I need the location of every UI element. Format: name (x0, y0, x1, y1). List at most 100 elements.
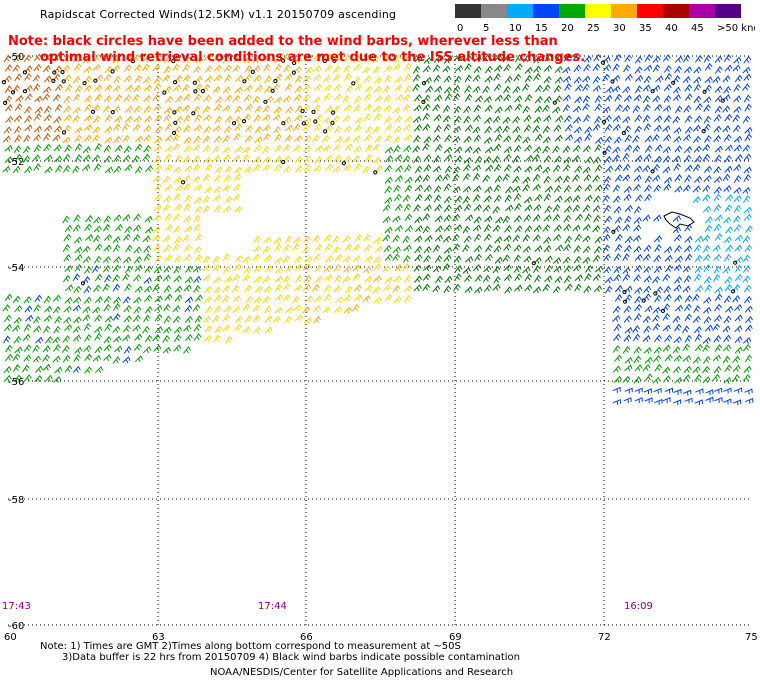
wind-barb (513, 265, 522, 273)
wind-barb (293, 65, 302, 73)
wind-barb (153, 204, 162, 212)
wind-barb (134, 333, 143, 341)
wind-barb (592, 174, 601, 183)
wind-barb (403, 73, 412, 82)
wind-barb (82, 56, 91, 64)
wind-barb (654, 244, 662, 253)
wind-barb (514, 63, 523, 71)
wind-barb (742, 144, 751, 152)
wind-barb (732, 124, 741, 133)
wind-barb (673, 135, 682, 143)
wind-barb (232, 193, 241, 202)
wind-barb (142, 76, 152, 84)
wind-barb (624, 364, 633, 372)
wind-barb (183, 215, 192, 223)
wind-barb (134, 343, 142, 351)
scale-swatch (507, 4, 533, 18)
wind-barb (372, 156, 381, 164)
wind-barb (443, 285, 452, 293)
wind-barb (604, 145, 612, 154)
wind-barb (664, 72, 673, 81)
wind-barb (392, 63, 401, 71)
wind-barb (372, 55, 380, 64)
wind-barb (734, 273, 743, 282)
wind-barb (132, 53, 141, 62)
wind-barb (195, 294, 203, 302)
wind-barb (463, 135, 472, 143)
wind-barb (742, 254, 751, 263)
wind-barb (93, 115, 101, 124)
wind-barb (583, 173, 592, 182)
wind-barb (193, 245, 202, 254)
wind-barb (93, 216, 102, 224)
wind-barb (163, 265, 172, 273)
scale-label: 35 (639, 23, 652, 34)
wind-barb (112, 313, 121, 321)
wind-barb (504, 75, 513, 84)
wind-barb (63, 114, 72, 122)
wind-barb (233, 173, 242, 182)
wind-barb (314, 295, 323, 303)
wind-barb (124, 84, 134, 92)
wind-barb (722, 173, 731, 182)
wind-barb (484, 75, 493, 83)
wind-barb (212, 264, 221, 272)
wind-barb (224, 94, 233, 102)
wind-barb (634, 114, 642, 123)
wind-barb (734, 314, 743, 322)
wind-barb (112, 84, 121, 93)
wind-barb (544, 205, 553, 214)
wind-barb (634, 125, 642, 134)
wind-barb (233, 116, 242, 124)
wind-barb (474, 274, 483, 282)
wind-barb (193, 223, 201, 232)
wind-barb (443, 204, 452, 213)
contamination-circle (281, 121, 286, 126)
wind-barb (224, 165, 233, 174)
wind-barb (573, 64, 582, 73)
wind-barb (94, 332, 102, 341)
wind-barb (652, 95, 661, 103)
wind-barb (694, 285, 704, 293)
wind-barb (534, 84, 543, 93)
wind-barb (422, 103, 431, 111)
wind-barb (62, 345, 70, 353)
wind-barb (634, 194, 643, 202)
wind-barb (42, 65, 51, 73)
wind-barb (543, 64, 553, 72)
wind-barb (532, 125, 541, 133)
wind-barb (644, 305, 653, 313)
wind-barb (714, 303, 722, 312)
wind-barb (133, 64, 143, 72)
wind-barb (192, 175, 201, 184)
wind-barb (725, 226, 734, 234)
contamination-circle (181, 180, 186, 185)
wind-barb (664, 353, 673, 362)
wind-barb (324, 105, 333, 113)
wind-barb (722, 216, 732, 224)
wind-barb (504, 104, 513, 112)
wind-barb (574, 136, 583, 144)
wind-barb (652, 314, 660, 323)
wind-barb (25, 314, 34, 322)
wind-barb (723, 315, 732, 324)
wind-barb (653, 346, 662, 354)
wind-barb (492, 155, 501, 164)
wind-barb (743, 213, 752, 221)
wind-barb (573, 126, 582, 134)
wind-barb (684, 115, 693, 123)
wind-barb (163, 303, 171, 312)
wind-barb (302, 104, 311, 112)
wind-barb (503, 135, 512, 143)
wind-barb (294, 155, 303, 164)
wind-barb (484, 125, 493, 134)
wind-barb (154, 114, 163, 122)
wind-barb (373, 85, 382, 93)
wind-barb (662, 366, 671, 374)
wind-barb (294, 114, 303, 122)
wind-barb (414, 94, 422, 102)
wind-barb (694, 333, 702, 342)
wind-barb (724, 113, 733, 122)
wind-barb (152, 214, 162, 222)
wind-barb (564, 235, 573, 244)
